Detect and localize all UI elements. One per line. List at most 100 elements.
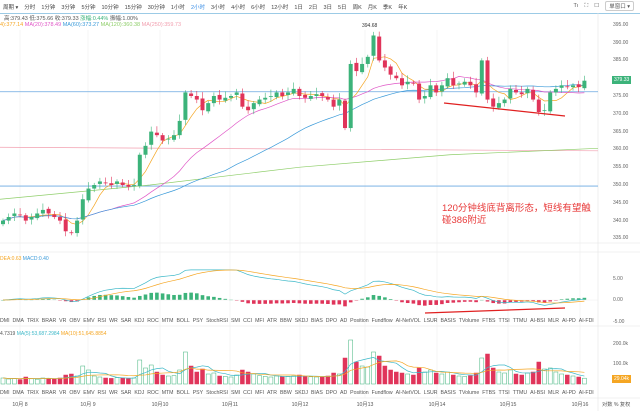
indicator-tab[interactable]: StochRSI	[206, 390, 228, 396]
indicator-tab[interactable]: DMI	[0, 318, 10, 324]
indicator-tab[interactable]: AI-BSI	[530, 390, 546, 396]
adjust-toggle[interactable]: 复权	[619, 402, 631, 408]
period-9[interactable]: 3小时	[211, 4, 226, 11]
indicator-tab[interactable]: Position	[350, 318, 369, 324]
text-size-icon[interactable]: Tı	[573, 3, 579, 9]
period-19[interactable]: 季K	[382, 4, 393, 11]
indicator-tab[interactable]: AI-NetVOL	[395, 390, 421, 396]
indicator-tab[interactable]: EMV	[83, 390, 95, 396]
period-6[interactable]: 30分钟	[147, 4, 165, 11]
indicator-tab[interactable]: MTM	[161, 390, 174, 396]
indicator-tab[interactable]: TTMU	[512, 390, 528, 396]
period-2[interactable]: 3分钟	[61, 4, 76, 11]
period-10[interactable]: 4小时	[231, 4, 246, 11]
period-5[interactable]: 15分钟	[124, 4, 142, 11]
percent-toggle[interactable]: %	[613, 402, 619, 408]
indicator-tab[interactable]: MTM	[161, 318, 174, 324]
log-scale-toggle[interactable]: 对数	[602, 402, 613, 408]
indicator-tab[interactable]: BASIS	[440, 318, 456, 324]
period-20[interactable]: 年K	[398, 4, 408, 11]
indicator-tab[interactable]: BRAR	[41, 318, 57, 324]
indicator-tab[interactable]: MLR	[548, 318, 559, 324]
indicator-tab[interactable]: KDJ	[134, 318, 145, 324]
indicator-tab[interactable]: BBW	[279, 390, 292, 396]
indicator-tab[interactable]: EMV	[83, 318, 95, 324]
indicator-tab[interactable]: FTBS	[482, 318, 496, 324]
indicator-tab[interactable]: VR	[59, 390, 67, 396]
indicator-tab[interactable]: TTMU	[512, 318, 528, 324]
indicator-tab[interactable]: Position	[350, 390, 369, 396]
indicator-tab[interactable]: SKDJ	[294, 318, 308, 324]
indicator-tab[interactable]: RSI	[97, 390, 107, 396]
period-14[interactable]: 2日	[308, 4, 318, 11]
period-16[interactable]: 5日	[338, 4, 347, 11]
period-7[interactable]: 1小时	[170, 4, 185, 11]
indicator-tab[interactable]: TRIX	[26, 318, 39, 324]
indicator-tab[interactable]: BOLL	[176, 390, 190, 396]
period-17[interactable]: 周K	[352, 4, 362, 11]
indicator-tab[interactable]: DMI	[0, 390, 10, 396]
indicator-tab[interactable]: DMA	[12, 318, 25, 324]
indicator-tab[interactable]: DPO	[325, 318, 338, 324]
indicator-tab[interactable]: Fundflow	[371, 318, 393, 324]
indicator-tab[interactable]: MFI	[255, 318, 264, 324]
indicator-tab[interactable]: DMA	[12, 390, 25, 396]
indicator-tab[interactable]: OBV	[69, 390, 81, 396]
indicator-tab[interactable]: ROC	[147, 390, 159, 396]
indicator-tab[interactable]: BRAR	[41, 390, 57, 396]
indicator-tab[interactable]: LSUR	[423, 318, 438, 324]
period-12[interactable]: 12小时	[271, 4, 289, 11]
indicator-tab[interactable]: SMI	[230, 318, 241, 324]
indicator-tab[interactable]: CCI	[243, 390, 253, 396]
period-3[interactable]: 5分钟	[81, 4, 96, 11]
indicator-tab[interactable]: TRIX	[26, 390, 39, 396]
indicator-tab[interactable]: BBW	[279, 318, 292, 324]
period-11[interactable]: 6小时	[251, 4, 266, 11]
indicator-tab[interactable]: MLR	[548, 390, 559, 396]
indicator-tab[interactable]: TTSI	[498, 318, 510, 324]
indicator-tab[interactable]: BASIS	[440, 390, 456, 396]
window-mode-dropdown[interactable]: 单窗口 ▾	[605, 1, 634, 11]
indicator-tab[interactable]: SAR	[120, 390, 132, 396]
indicator-tab[interactable]: BOLL	[176, 318, 190, 324]
indicator-tab[interactable]: MFI	[255, 390, 264, 396]
indicator-tab[interactable]: OBV	[69, 318, 81, 324]
indicator-tab[interactable]: VR	[59, 318, 67, 324]
indicator-tab[interactable]: AD	[339, 390, 348, 396]
indicator-tab[interactable]: StochRSI	[206, 318, 228, 324]
indicator-tab[interactable]: TVolume	[458, 318, 480, 324]
period-4[interactable]: 10分钟	[101, 4, 119, 11]
indicator-tab[interactable]: AI-FDI	[578, 390, 594, 396]
indicator-tab[interactable]: AI-FDI	[578, 318, 594, 324]
indicator-tab[interactable]: DPO	[325, 390, 338, 396]
indicator-tab[interactable]: PSY	[192, 390, 204, 396]
indicator-tab[interactable]: Fundflow	[371, 390, 393, 396]
indicator-tab[interactable]: TVolume	[458, 390, 480, 396]
indicator-tab[interactable]: SMI	[230, 390, 241, 396]
indicator-tab[interactable]: SAR	[120, 318, 132, 324]
fullscreen-icon[interactable]: ⛶	[584, 2, 589, 9]
period-18[interactable]: 月K	[367, 4, 377, 11]
indicator-tab[interactable]: ATR	[266, 390, 277, 396]
indicator-tab[interactable]: ROC	[147, 318, 159, 324]
period-dropdown[interactable]: 周期 ▾	[3, 4, 19, 11]
window-icon[interactable]: ☐	[594, 3, 600, 9]
indicator-tab[interactable]: RSI	[97, 318, 107, 324]
indicator-tab[interactable]: CCI	[243, 318, 253, 324]
indicator-tab[interactable]: KDJ	[134, 390, 145, 396]
indicator-tab[interactable]: BIAS	[310, 390, 323, 396]
indicator-tab[interactable]: AI-PD	[561, 318, 576, 324]
indicator-tab[interactable]: AI-NetVOL	[395, 318, 421, 324]
indicator-tab[interactable]: ATR	[266, 318, 277, 324]
indicator-tab[interactable]: LSUR	[423, 390, 438, 396]
period-8[interactable]: 2小时	[190, 4, 205, 11]
indicator-tab[interactable]: AI-BSI	[530, 318, 546, 324]
period-1[interactable]: 1分钟	[41, 4, 56, 11]
indicator-tab[interactable]: SKDJ	[294, 390, 308, 396]
indicator-tab[interactable]: BIAS	[310, 318, 323, 324]
period-15[interactable]: 3日	[323, 4, 332, 11]
indicator-tab[interactable]: WR	[109, 318, 118, 324]
indicator-tab[interactable]: FTBS	[482, 390, 496, 396]
period-0[interactable]: 分时	[24, 4, 36, 11]
